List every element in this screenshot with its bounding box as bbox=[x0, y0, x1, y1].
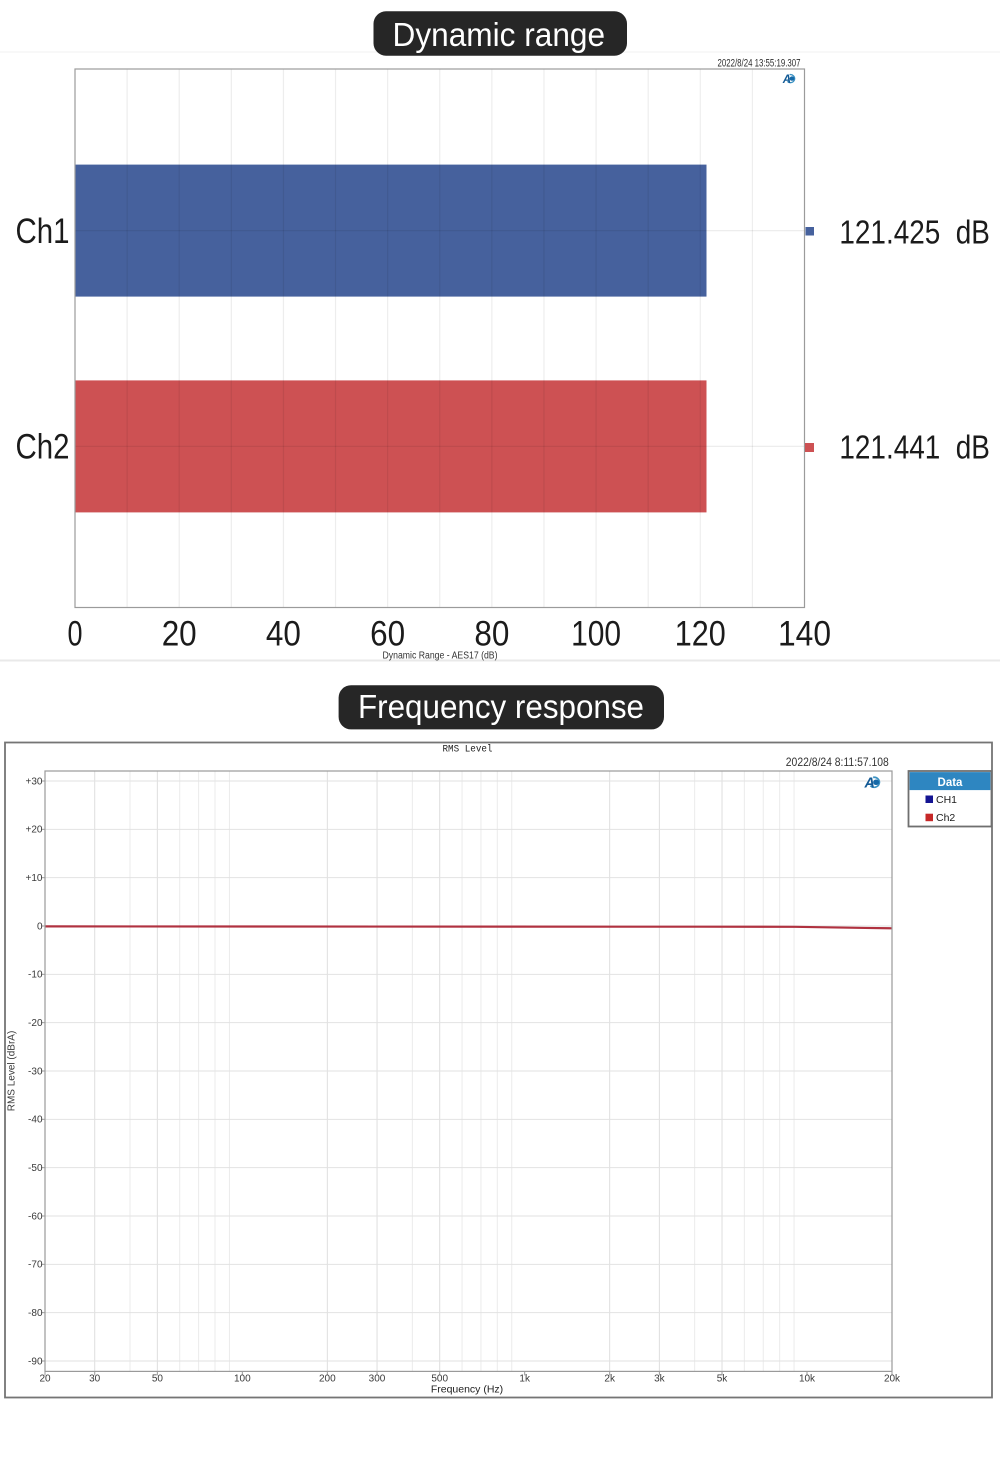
svg-text:+10: +10 bbox=[26, 873, 43, 884]
svg-text:140: 140 bbox=[778, 615, 831, 654]
svg-text:100: 100 bbox=[234, 1374, 251, 1385]
svg-text:60: 60 bbox=[370, 615, 405, 654]
svg-text:121.425 dB: 121.425 dB bbox=[839, 213, 990, 250]
svg-text:RMS Level: RMS Level bbox=[443, 744, 493, 756]
svg-text:121.441 dB: 121.441 dB bbox=[839, 428, 990, 465]
svg-text:20: 20 bbox=[162, 615, 197, 654]
svg-text:80: 80 bbox=[474, 615, 509, 654]
svg-text:-50: -50 bbox=[28, 1163, 43, 1174]
svg-text:2k: 2k bbox=[604, 1374, 616, 1385]
svg-text:-70: -70 bbox=[28, 1260, 43, 1271]
svg-text:Frequency response: Frequency response bbox=[358, 688, 644, 725]
svg-text:Ch1: Ch1 bbox=[16, 212, 70, 251]
svg-text:500: 500 bbox=[431, 1374, 448, 1385]
svg-text:Data: Data bbox=[938, 777, 964, 789]
svg-text:-60: -60 bbox=[28, 1211, 43, 1222]
svg-text:-10: -10 bbox=[28, 970, 43, 981]
svg-text:200: 200 bbox=[319, 1374, 336, 1385]
svg-text:+30: +30 bbox=[26, 776, 43, 787]
svg-text:-20: -20 bbox=[28, 1018, 43, 1029]
svg-text:Frequency (Hz): Frequency (Hz) bbox=[431, 1384, 503, 1396]
svg-text:1k: 1k bbox=[519, 1374, 531, 1385]
svg-text:-30: -30 bbox=[28, 1066, 43, 1077]
svg-text:A: A bbox=[864, 776, 875, 792]
svg-text:3k: 3k bbox=[654, 1374, 666, 1385]
svg-text:20: 20 bbox=[39, 1374, 51, 1385]
svg-text:2022/8/24 13:55:19.307: 2022/8/24 13:55:19.307 bbox=[718, 58, 801, 70]
svg-text:100: 100 bbox=[571, 615, 621, 654]
svg-text:0: 0 bbox=[68, 615, 83, 654]
svg-text:Dynamic range: Dynamic range bbox=[393, 16, 606, 53]
svg-text:Ch2: Ch2 bbox=[16, 428, 70, 467]
svg-text:CH1: CH1 bbox=[936, 794, 957, 806]
svg-text:120: 120 bbox=[675, 615, 726, 654]
svg-text:-40: -40 bbox=[28, 1115, 43, 1126]
svg-text:+20: +20 bbox=[26, 825, 43, 836]
svg-text:5k: 5k bbox=[717, 1374, 729, 1385]
svg-text:Ch2: Ch2 bbox=[936, 812, 955, 824]
svg-text:Dynamic Range - AES17 (dB): Dynamic Range - AES17 (dB) bbox=[383, 651, 498, 662]
svg-text:50: 50 bbox=[152, 1374, 164, 1385]
svg-text:-90: -90 bbox=[28, 1356, 43, 1367]
svg-text:-80: -80 bbox=[28, 1308, 43, 1319]
svg-text:20k: 20k bbox=[884, 1374, 901, 1385]
svg-text:30: 30 bbox=[89, 1374, 101, 1385]
svg-text:10k: 10k bbox=[799, 1374, 816, 1385]
svg-text:2022/8/24 8:11:57.108: 2022/8/24 8:11:57.108 bbox=[786, 755, 889, 769]
svg-text:0: 0 bbox=[37, 921, 43, 932]
svg-text:300: 300 bbox=[369, 1374, 386, 1385]
svg-text:RMS Level (dBrA): RMS Level (dBrA) bbox=[7, 1031, 18, 1112]
svg-text:40: 40 bbox=[266, 615, 301, 654]
svg-text:A: A bbox=[782, 74, 791, 86]
